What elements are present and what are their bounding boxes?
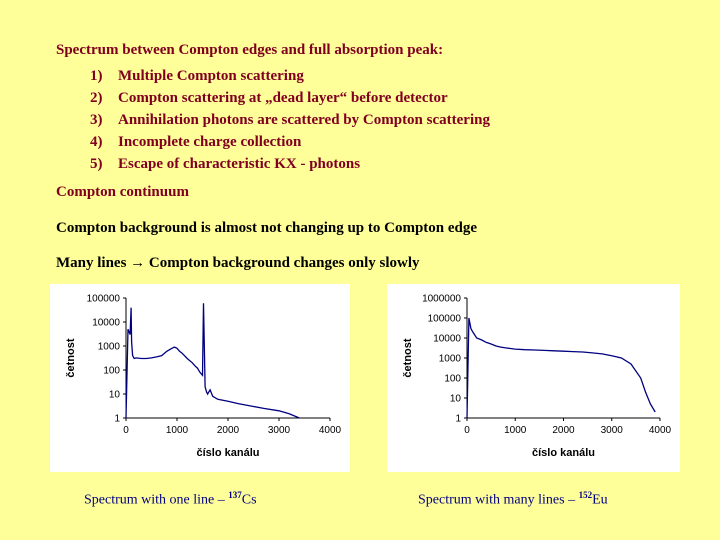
list-text: Escape of characteristic KX - photons: [118, 156, 361, 172]
compton-background-text: Compton background is almost not changin…: [56, 220, 478, 236]
x-axis-label: číslo kanálu: [197, 447, 260, 459]
list-item: 2) Compton scattering at „dead layer“ bef…: [90, 87, 490, 109]
reasons-list: 1) Multiple Compton scattering 2) Compton …: [90, 65, 490, 175]
x-tick-label: 3000: [601, 425, 624, 436]
y-tick-label: 1: [455, 414, 461, 425]
y-tick-label: 100: [444, 374, 461, 385]
y-tick-label: 100000: [87, 294, 121, 305]
y-tick-label: 10: [109, 390, 121, 401]
list-item: 1) Multiple Compton scattering: [90, 65, 490, 87]
eu152-spectrum-chart: 1 10 100 1000 10000 100000 1000000 0 1000 2000 300…: [387, 284, 680, 472]
list-number: 5): [90, 156, 103, 172]
list-item: 3) Annihilation photons are scattered by …: [90, 109, 490, 131]
list-text: Incomplete charge collection: [118, 134, 302, 150]
list-text: Compton scattering at „dead layer“ befor…: [118, 90, 448, 106]
intro-heading: Spectrum between Compton edges and full …: [56, 42, 444, 58]
cs137-caption: Spectrum with one line – 137Cs: [84, 490, 257, 509]
eu152-caption: Spectrum with many lines – 152Eu: [418, 490, 608, 509]
list-text: Annihilation photons are scattered by Co…: [118, 112, 490, 128]
caption-text: Spectrum with many lines –: [418, 492, 579, 508]
list-item: 4) Incomplete charge collection: [90, 131, 490, 153]
x-tick-label: 1000: [504, 425, 527, 436]
list-number: 3): [90, 112, 103, 128]
spectrum-series-line: [466, 317, 656, 419]
y-tick-label: 10: [450, 394, 462, 405]
x-tick-label: 4000: [319, 425, 342, 436]
y-axis-label: četnost: [402, 338, 414, 377]
cs137-spectrum-svg: 1 10 100 1000 10000 100000 0 1000 2000 3000 4000 čí…: [65, 294, 342, 460]
list-number: 1): [90, 68, 103, 84]
element-symbol: Eu: [592, 492, 608, 508]
x-tick-label: 1000: [166, 425, 189, 436]
x-axis-label: číslo kanálu: [532, 447, 595, 459]
mass-number: 137: [228, 490, 242, 500]
caption-text: Spectrum with one line –: [84, 492, 229, 508]
element-symbol: Cs: [241, 492, 257, 508]
y-tick-label: 1000: [98, 342, 121, 353]
eu152-spectrum-svg: 1 10 100 1000 10000 100000 1000000 0 1000 2000 300…: [402, 294, 672, 460]
x-tick-label: 3000: [268, 425, 291, 436]
y-tick-label: 1: [114, 414, 120, 425]
list-text: Multiple Compton scattering: [118, 68, 304, 84]
many-lines-text: Many lines → Compton background changes …: [56, 255, 420, 271]
list-number: 2): [90, 90, 103, 106]
y-tick-label: 1000000: [422, 294, 461, 305]
cs137-spectrum-chart: 1 10 100 1000 10000 100000 0 1000 2000 3000 4000 čí…: [50, 284, 350, 472]
x-tick-label: 0: [123, 425, 129, 436]
x-tick-label: 2000: [217, 425, 240, 436]
x-tick-label: 4000: [649, 425, 672, 436]
list-item: 5) Escape of characteristic KX - photons: [90, 153, 490, 175]
y-tick-label: 100000: [428, 314, 462, 325]
x-tick-label: 0: [464, 425, 470, 436]
list-number: 4): [90, 134, 103, 150]
spectrum-series-line: [125, 303, 300, 419]
y-tick-label: 100: [103, 366, 120, 377]
y-tick-label: 10000: [92, 318, 120, 329]
y-axis-label: četnost: [65, 338, 77, 377]
y-tick-label: 10000: [433, 334, 461, 345]
x-tick-label: 2000: [552, 425, 575, 436]
y-tick-label: 1000: [439, 354, 462, 365]
compton-continuum-heading: Compton continuum: [56, 184, 189, 200]
mass-number: 152: [578, 490, 593, 500]
